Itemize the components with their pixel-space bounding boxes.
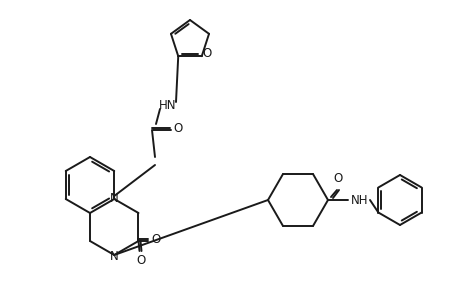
Text: HN: HN: [159, 98, 176, 112]
Text: N: N: [110, 250, 118, 262]
Text: N: N: [110, 191, 118, 205]
Text: O: O: [173, 122, 182, 134]
Text: O: O: [137, 254, 146, 268]
Text: O: O: [202, 47, 211, 60]
Text: O: O: [333, 172, 342, 185]
Text: NH: NH: [351, 194, 368, 206]
Text: O: O: [151, 233, 161, 247]
